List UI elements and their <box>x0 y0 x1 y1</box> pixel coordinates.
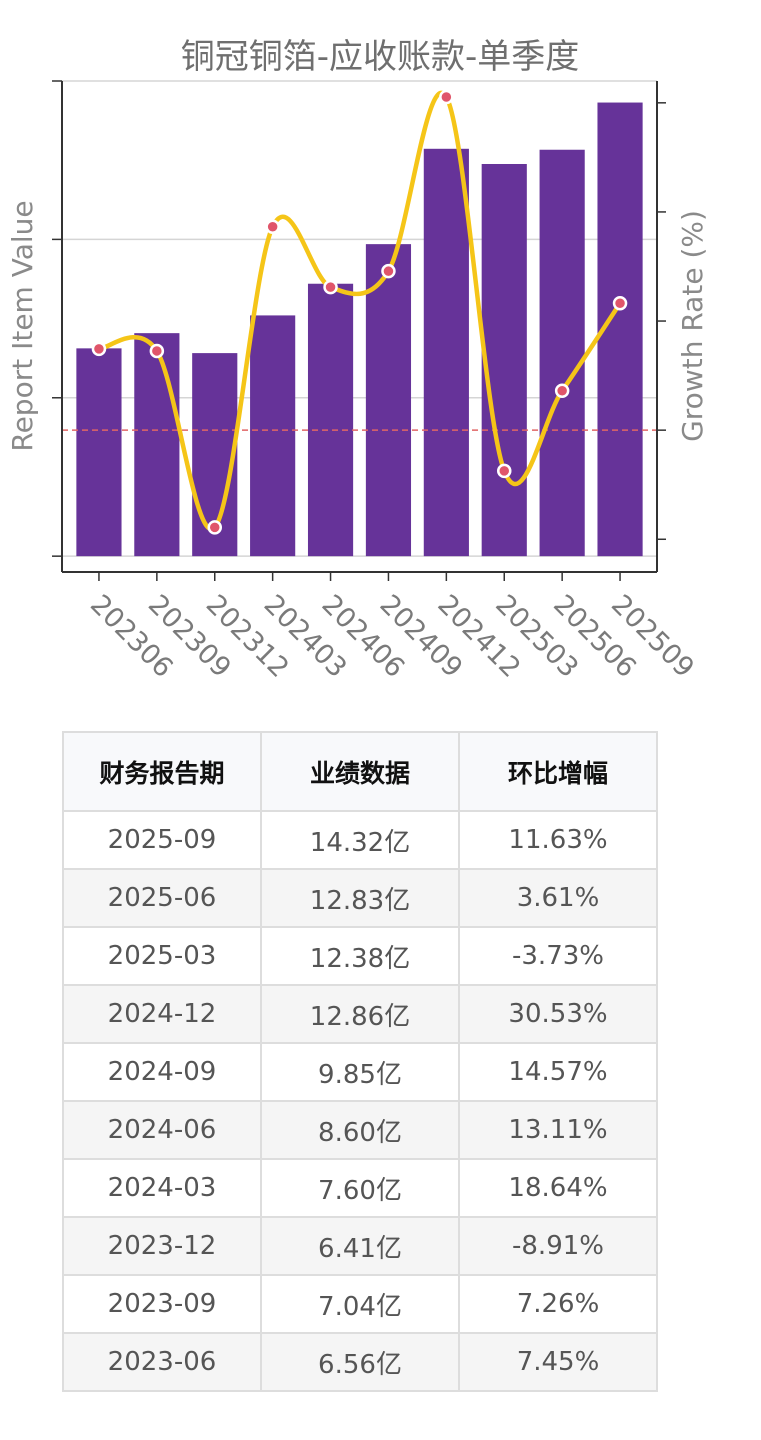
bar <box>134 333 180 557</box>
cell-growth: 7.45% <box>458 1332 658 1392</box>
bar <box>539 149 585 557</box>
bar <box>76 348 122 557</box>
bar <box>250 315 296 557</box>
table-row: 2025-09 14.32亿 11.63% <box>62 810 658 870</box>
growth-line-path <box>98 90 622 532</box>
cell-value: 12.86亿 <box>260 984 460 1044</box>
bars <box>76 102 643 557</box>
cell-value: 8.60亿 <box>260 1100 460 1160</box>
cell-growth: 30.53% <box>458 984 658 1044</box>
cell-period: 2025-06 <box>62 868 262 928</box>
chart: 铜冠铜箔-应收账款-单季度 20230620230920231220240320… <box>6 37 709 684</box>
growth-point <box>554 383 570 399</box>
cell-period: 2024-06 <box>62 1100 262 1160</box>
growth-point <box>265 219 280 235</box>
growth-point <box>381 263 396 279</box>
cell-value: 6.41亿 <box>260 1216 460 1276</box>
bar <box>365 244 412 557</box>
table-row: 2023-12 6.41亿 -8.91% <box>62 1216 658 1276</box>
header-value: 业绩数据 <box>260 731 460 812</box>
cell-period: 2023-12 <box>62 1216 262 1276</box>
growth-point <box>612 296 628 311</box>
cell-growth: -8.91% <box>458 1216 658 1276</box>
cell-period: 2024-09 <box>62 1042 262 1102</box>
growth-point <box>149 343 165 359</box>
cell-value: 7.60亿 <box>260 1158 460 1218</box>
cell-growth: -3.73% <box>458 926 658 986</box>
axes <box>52 80 666 581</box>
cell-growth: 13.11% <box>458 1100 658 1160</box>
table-header-row: 财务报告期 业绩数据 环比增幅 <box>62 731 658 812</box>
data-table-container: 财务报告期 业绩数据 环比增幅 2025-09 14.32亿 11.63% 2025-… <box>62 731 658 1392</box>
cell-period: 2024-03 <box>62 1158 262 1218</box>
cell-value: 14.32亿 <box>260 810 460 870</box>
y-axis-label: Report Item Value <box>6 200 39 451</box>
table-row: 2024-03 7.60亿 18.64% <box>62 1158 658 1218</box>
table-row: 2025-03 12.38亿 -3.73% <box>62 926 658 986</box>
cell-period: 2023-09 <box>62 1274 262 1334</box>
table-row: 2023-09 7.04亿 7.26% <box>62 1274 658 1334</box>
cell-value: 12.38亿 <box>260 926 460 986</box>
growth-point <box>207 520 222 535</box>
cell-value: 9.85亿 <box>260 1042 460 1102</box>
growth-point <box>439 89 454 105</box>
x-tick-labels: 2023062023092023122024032024062024092024… <box>84 589 700 684</box>
growth-point <box>323 279 338 295</box>
bar <box>423 148 469 557</box>
header-growth: 环比增幅 <box>458 731 658 812</box>
table-row: 2024-09 9.85亿 14.57% <box>62 1042 658 1102</box>
cell-value: 7.04亿 <box>260 1274 460 1334</box>
data-table: 财务报告期 业绩数据 环比增幅 2025-09 14.32亿 11.63% 2025-… <box>62 731 658 1392</box>
growth-point <box>91 341 107 357</box>
cell-growth: 11.63% <box>458 810 658 870</box>
table-row: 2024-06 8.60亿 13.11% <box>62 1100 658 1160</box>
cell-value: 6.56亿 <box>260 1332 460 1392</box>
table-row: 2024-12 12.86亿 30.53% <box>62 984 658 1044</box>
bar <box>481 163 527 557</box>
cell-period: 2025-09 <box>62 810 262 870</box>
cell-period: 2025-03 <box>62 926 262 986</box>
cell-growth: 14.57% <box>458 1042 658 1102</box>
y2-axis-label: Growth Rate (%) <box>676 210 709 442</box>
cell-growth: 3.61% <box>458 868 658 928</box>
header-period: 财务报告期 <box>62 731 262 812</box>
growth-point <box>497 463 512 479</box>
table-row: 2025-06 12.83亿 3.61% <box>62 868 658 928</box>
cell-value: 12.83亿 <box>260 868 460 928</box>
growth-line <box>91 89 628 535</box>
cell-period: 2023-06 <box>62 1332 262 1392</box>
cell-growth: 7.26% <box>458 1274 658 1334</box>
cell-period: 2024-12 <box>62 984 262 1044</box>
bar <box>307 283 354 557</box>
cell-growth: 18.64% <box>458 1158 658 1218</box>
chart-title: 铜冠铜箔-应收账款-单季度 <box>181 37 580 77</box>
table-row: 2023-06 6.56亿 7.45% <box>62 1332 658 1392</box>
